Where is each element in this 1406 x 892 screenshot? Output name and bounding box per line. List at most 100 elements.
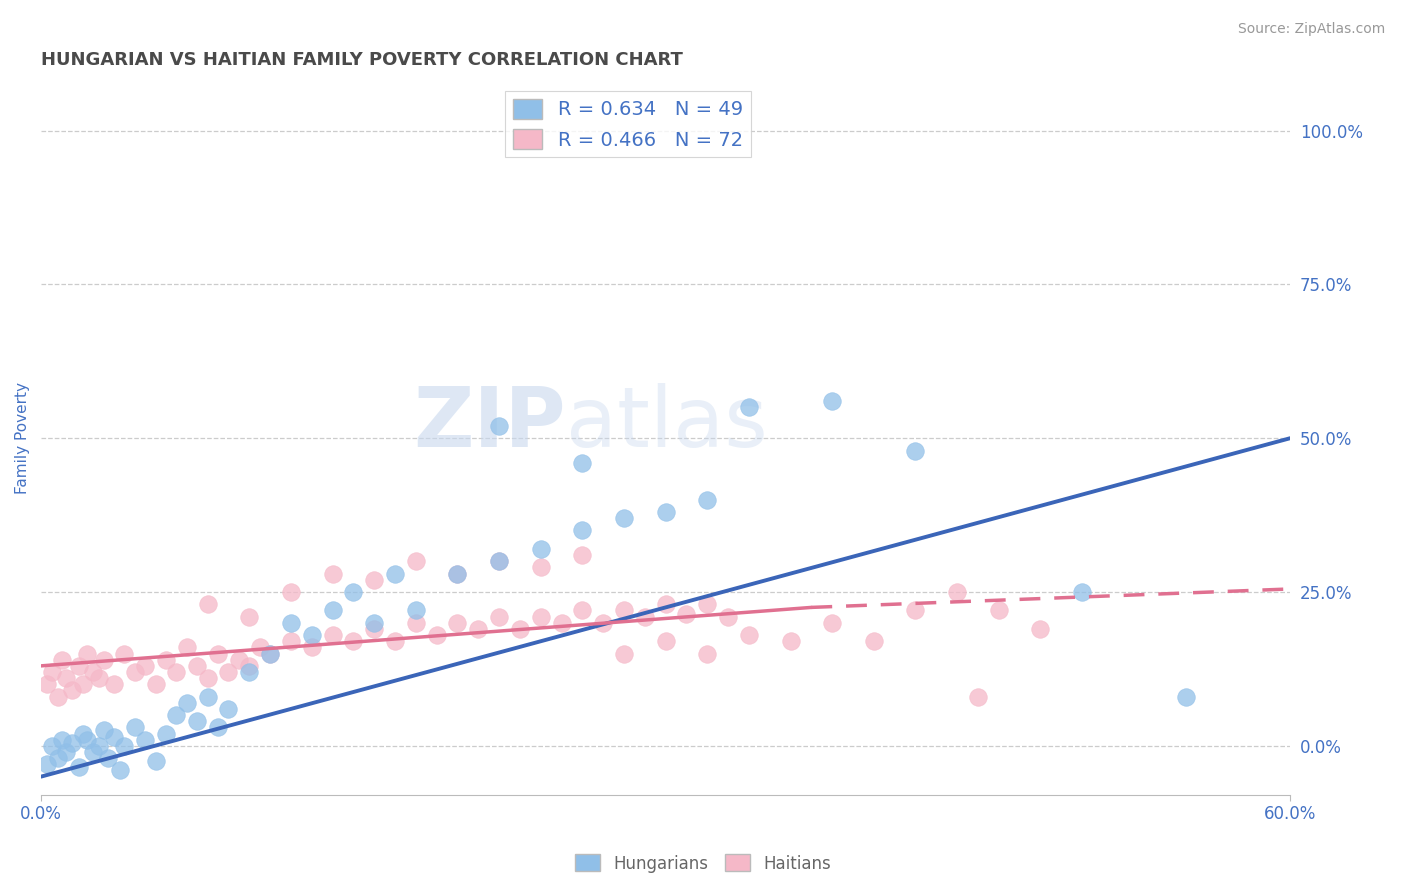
Point xyxy=(550,615,572,630)
Point xyxy=(259,647,281,661)
Text: Source: ZipAtlas.com: Source: ZipAtlas.com xyxy=(1237,22,1385,37)
Point xyxy=(228,653,250,667)
Point xyxy=(280,615,302,630)
Point xyxy=(779,634,801,648)
Point xyxy=(155,653,177,667)
Point xyxy=(55,745,77,759)
Point xyxy=(76,732,98,747)
Legend: R = 0.634   N = 49, R = 0.466   N = 72: R = 0.634 N = 49, R = 0.466 N = 72 xyxy=(506,91,751,157)
Point xyxy=(405,603,427,617)
Point xyxy=(67,658,90,673)
Point xyxy=(571,548,593,562)
Point xyxy=(176,640,198,655)
Point xyxy=(696,492,718,507)
Point xyxy=(186,714,208,729)
Point xyxy=(363,573,385,587)
Point xyxy=(238,658,260,673)
Point xyxy=(613,511,636,525)
Text: HUNGARIAN VS HAITIAN FAMILY POVERTY CORRELATION CHART: HUNGARIAN VS HAITIAN FAMILY POVERTY CORR… xyxy=(41,51,683,69)
Point xyxy=(738,628,761,642)
Point xyxy=(249,640,271,655)
Point xyxy=(821,615,844,630)
Point xyxy=(363,615,385,630)
Point xyxy=(405,554,427,568)
Point xyxy=(488,554,510,568)
Point xyxy=(384,566,406,581)
Point xyxy=(82,745,104,759)
Point xyxy=(124,720,146,734)
Point xyxy=(46,690,69,704)
Point xyxy=(155,726,177,740)
Point xyxy=(675,607,697,621)
Point xyxy=(165,665,187,679)
Point xyxy=(696,647,718,661)
Point xyxy=(238,609,260,624)
Point xyxy=(571,603,593,617)
Point xyxy=(165,708,187,723)
Point xyxy=(97,751,120,765)
Point xyxy=(207,720,229,734)
Point xyxy=(37,757,59,772)
Point xyxy=(405,615,427,630)
Point xyxy=(145,754,167,768)
Point xyxy=(67,760,90,774)
Point xyxy=(124,665,146,679)
Point xyxy=(488,554,510,568)
Point xyxy=(82,665,104,679)
Point xyxy=(592,615,614,630)
Point xyxy=(821,394,844,409)
Point xyxy=(613,647,636,661)
Y-axis label: Family Poverty: Family Poverty xyxy=(15,382,30,494)
Point xyxy=(93,723,115,738)
Legend: Hungarians, Haitians: Hungarians, Haitians xyxy=(568,847,838,880)
Point xyxy=(41,665,63,679)
Point xyxy=(112,739,135,753)
Point xyxy=(571,456,593,470)
Point xyxy=(613,603,636,617)
Point xyxy=(1175,690,1198,704)
Point xyxy=(37,677,59,691)
Point xyxy=(946,585,969,599)
Point xyxy=(322,628,344,642)
Point xyxy=(717,609,740,624)
Point xyxy=(363,622,385,636)
Point xyxy=(186,658,208,673)
Point xyxy=(72,726,94,740)
Point xyxy=(446,566,468,581)
Point xyxy=(509,622,531,636)
Point xyxy=(1071,585,1094,599)
Point xyxy=(280,634,302,648)
Point xyxy=(93,653,115,667)
Point xyxy=(322,603,344,617)
Point xyxy=(280,585,302,599)
Point xyxy=(696,597,718,611)
Point xyxy=(654,505,676,519)
Point xyxy=(197,690,219,704)
Point xyxy=(217,665,239,679)
Point xyxy=(103,677,125,691)
Point xyxy=(488,609,510,624)
Point xyxy=(207,647,229,661)
Point xyxy=(51,732,73,747)
Point xyxy=(738,401,761,415)
Point xyxy=(60,683,83,698)
Point xyxy=(530,560,553,574)
Point xyxy=(384,634,406,648)
Point xyxy=(197,671,219,685)
Point xyxy=(571,524,593,538)
Point xyxy=(89,739,111,753)
Point xyxy=(134,732,156,747)
Point xyxy=(987,603,1010,617)
Point xyxy=(51,653,73,667)
Point xyxy=(103,730,125,744)
Point xyxy=(145,677,167,691)
Point xyxy=(60,736,83,750)
Point xyxy=(72,677,94,691)
Point xyxy=(134,658,156,673)
Point xyxy=(76,647,98,661)
Point xyxy=(654,634,676,648)
Point xyxy=(342,585,364,599)
Point xyxy=(55,671,77,685)
Point xyxy=(446,615,468,630)
Point xyxy=(488,418,510,433)
